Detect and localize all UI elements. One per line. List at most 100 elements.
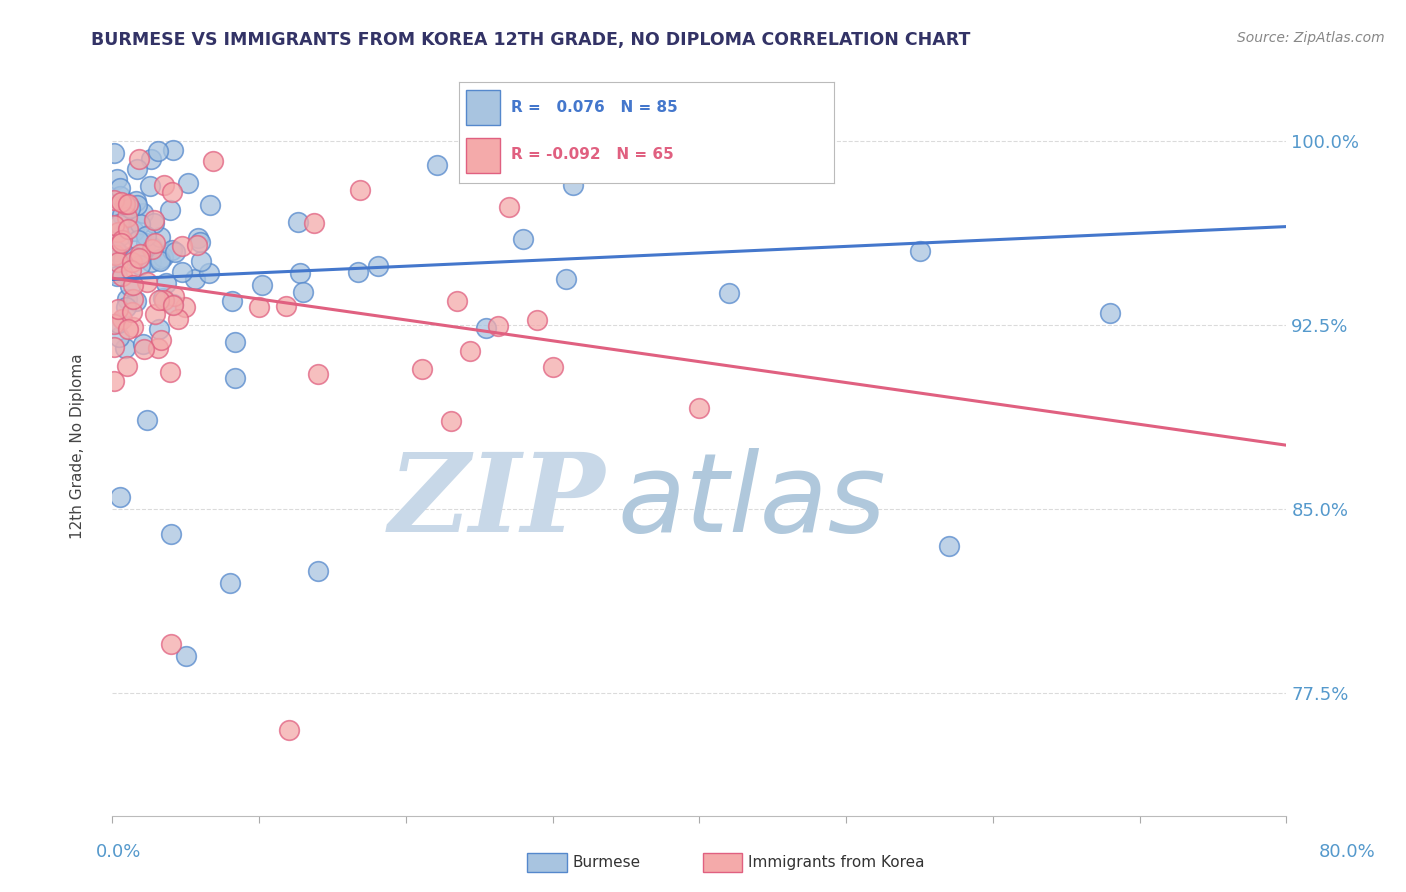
Point [121, 255, 143, 269]
Point [141, 152, 163, 166]
Point [128, 217, 150, 231]
Text: 80.0%: 80.0% [1319, 843, 1375, 861]
Point [170, 265, 193, 279]
Point [141, 255, 163, 269]
Point [187, 230, 209, 244]
Point [159, 202, 181, 217]
Point [186, 237, 208, 252]
Point [139, 179, 162, 194]
Point [114, 196, 136, 211]
Text: Immigrants from Korea: Immigrants from Korea [748, 855, 925, 870]
Point [247, 301, 270, 315]
Point [160, 243, 183, 257]
Point [105, 172, 128, 186]
Text: Burmese: Burmese [572, 855, 640, 870]
Point [938, 539, 960, 553]
Point [128, 152, 150, 166]
Point [132, 343, 155, 357]
Point [111, 233, 134, 247]
Point [141, 242, 163, 256]
Point [486, 319, 509, 334]
Point [115, 292, 138, 306]
Point [108, 217, 131, 231]
Point [104, 248, 127, 262]
Point [122, 225, 145, 239]
Point [143, 213, 166, 227]
Point [118, 201, 141, 215]
Point [908, 244, 931, 259]
Point [689, 401, 711, 416]
Point [135, 228, 157, 243]
Point [112, 252, 135, 267]
Point [177, 176, 200, 190]
Point [117, 322, 139, 336]
Point [108, 229, 131, 244]
Point [149, 230, 172, 244]
Point [149, 252, 172, 266]
Point [160, 526, 183, 541]
Point [107, 301, 129, 316]
Text: 0.0%: 0.0% [96, 843, 141, 861]
Point [162, 144, 184, 158]
Point [198, 197, 221, 211]
Point [115, 300, 138, 314]
Point [127, 233, 149, 247]
Point [148, 293, 170, 307]
Point [302, 216, 325, 230]
Point [108, 188, 131, 202]
Point [129, 258, 152, 272]
Point [103, 218, 125, 232]
Point [103, 374, 125, 388]
Point [132, 206, 155, 220]
Point [219, 575, 242, 590]
Point [307, 367, 329, 381]
Point [170, 239, 193, 253]
Point [117, 359, 139, 374]
Point [162, 298, 184, 312]
Point [142, 216, 165, 230]
Point [103, 252, 125, 267]
Point [108, 490, 131, 504]
Point [148, 321, 170, 335]
Point [127, 161, 149, 176]
Point [107, 269, 129, 284]
Point [190, 235, 212, 250]
Point [458, 343, 481, 358]
Point [115, 211, 138, 225]
Point [160, 185, 183, 199]
Point [190, 253, 212, 268]
Point [224, 335, 246, 350]
Point [141, 239, 163, 253]
Point [446, 294, 468, 309]
Point [184, 271, 207, 285]
Point [152, 291, 174, 305]
Point [146, 145, 169, 159]
Point [108, 330, 131, 344]
Point [143, 236, 166, 251]
Point [250, 277, 273, 292]
Point [274, 299, 297, 313]
Point [526, 313, 548, 327]
Point [120, 278, 142, 293]
Point [149, 333, 172, 347]
Point [132, 337, 155, 351]
Point [120, 263, 142, 277]
Point [135, 235, 157, 250]
Point [111, 269, 134, 284]
Point [162, 297, 184, 311]
Point [108, 181, 131, 195]
Point [159, 365, 181, 379]
Point [103, 193, 125, 207]
Point [367, 259, 389, 273]
Point [347, 265, 370, 279]
Point [152, 250, 174, 264]
Point [287, 215, 309, 229]
Point [143, 307, 166, 321]
Point [105, 244, 128, 258]
Point [107, 255, 129, 269]
Point [160, 637, 183, 651]
Point [426, 158, 449, 172]
Point [124, 294, 146, 309]
Point [173, 300, 195, 314]
Point [349, 183, 371, 197]
